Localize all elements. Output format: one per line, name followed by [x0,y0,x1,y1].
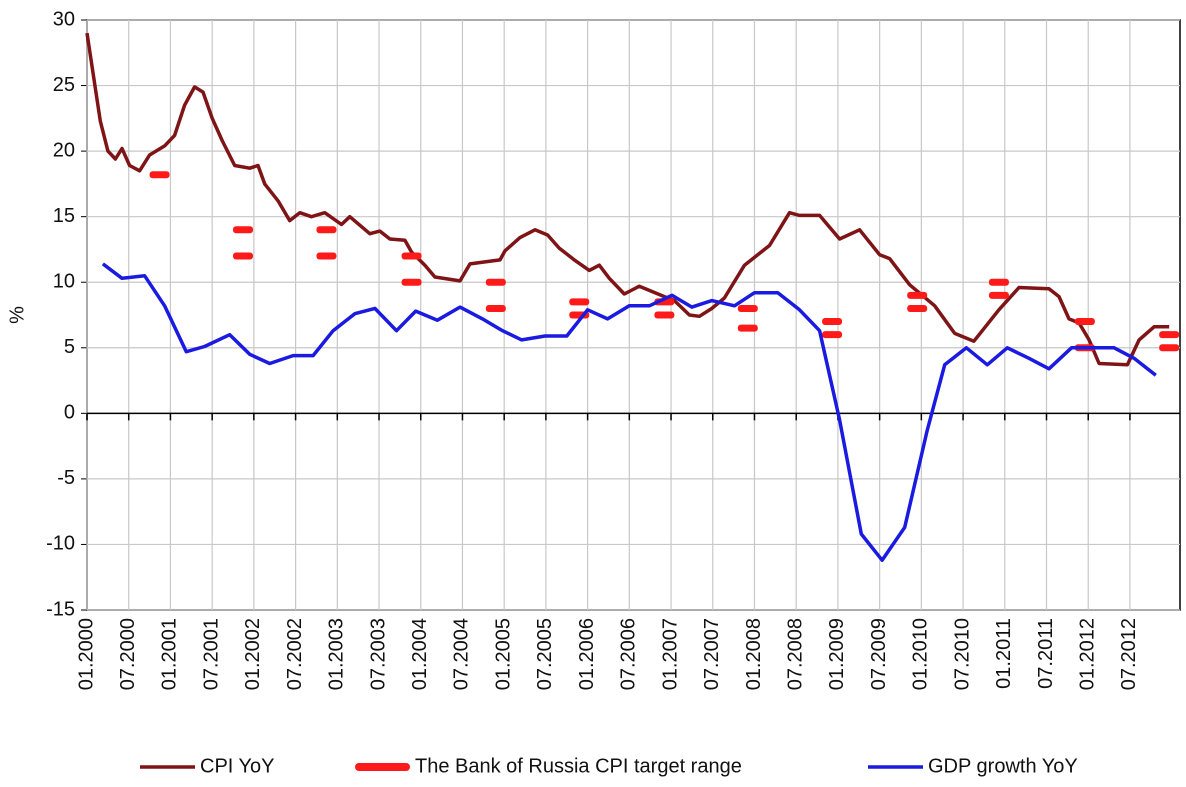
target-dash [1159,344,1180,352]
plot-area [86,19,1181,611]
legend-swatch [355,763,410,771]
x-tick-label: 07.2011 [1035,618,1057,689]
x-tick-label: 07.2006 [618,618,640,690]
target-dash [485,278,506,286]
x-tick-label: 07.2012 [1118,618,1140,690]
y-tick-label: -15 [46,598,75,620]
target-dash [316,252,337,260]
target-dash [988,278,1009,286]
target-dash [907,304,928,312]
x-tick-label: 01.2002 [242,618,264,690]
legend-label: CPI YoY [200,755,275,777]
x-tick-label: 01.2009 [826,618,848,690]
x-tick-label: 01.2010 [910,618,932,690]
y-tick-label: 10 [53,271,75,293]
x-tick-label: 07.2010 [951,618,973,690]
x-tick-label: 07.2009 [868,618,890,690]
y-tick-label: 15 [53,205,75,227]
y-tick-label: 5 [64,336,75,358]
x-tick-label: 01.2007 [659,618,681,690]
x-tick-label: 01.2008 [743,618,765,690]
target-dash [569,298,590,306]
x-tick-label: 01.2012 [1077,618,1099,690]
y-tick-label: -5 [57,467,75,489]
x-tick-label: 07.2007 [701,618,723,690]
target-dash [1159,331,1180,339]
x-tick-label: 07.2001 [200,618,222,690]
x-tick-label: 01.2005 [492,618,514,690]
x-tick-label: 07.2005 [534,618,556,690]
target-dash [233,252,254,260]
legend-label: GDP growth YoY [928,755,1078,777]
target-dash [1074,318,1095,326]
series-line [85,32,1170,367]
x-tick-label: 07.2008 [784,618,806,690]
target-dash [401,252,422,260]
x-tick-label: 01.2000 [75,618,97,690]
target-dash [654,311,675,319]
target-dash [737,324,758,332]
x-tick-label: 07.2002 [284,618,306,690]
y-tick-label: 20 [53,139,75,161]
series-line [101,262,1157,562]
x-tick-label: 01.2006 [576,618,598,690]
target-dash [822,318,843,326]
x-tick-label: 07.2004 [451,618,473,690]
x-tick-label: 01.2004 [409,618,431,690]
target-dash [737,304,758,312]
target-dash [907,291,928,299]
target-dash [485,304,506,312]
target-dash [401,278,422,286]
y-tick-label: 25 [53,74,75,96]
target-dash [149,171,170,179]
x-tick-label: 01.2003 [326,618,348,690]
x-tick-label: 07.2000 [117,618,139,690]
x-tick-label: 07.2003 [367,618,389,690]
y-tick-label: 30 [53,8,75,30]
legend-label: The Bank of Russia CPI target range [415,755,742,777]
x-tick-label: 01.2001 [159,618,181,690]
y-axis-label: % [6,306,28,324]
target-dash [233,226,254,234]
target-dash [988,291,1009,299]
target-dash [822,331,843,339]
y-tick-label: 0 [64,402,75,424]
y-tick-label: -10 [46,533,75,555]
target-dash [316,226,337,234]
x-tick-label: 01.2011 [993,618,1015,689]
